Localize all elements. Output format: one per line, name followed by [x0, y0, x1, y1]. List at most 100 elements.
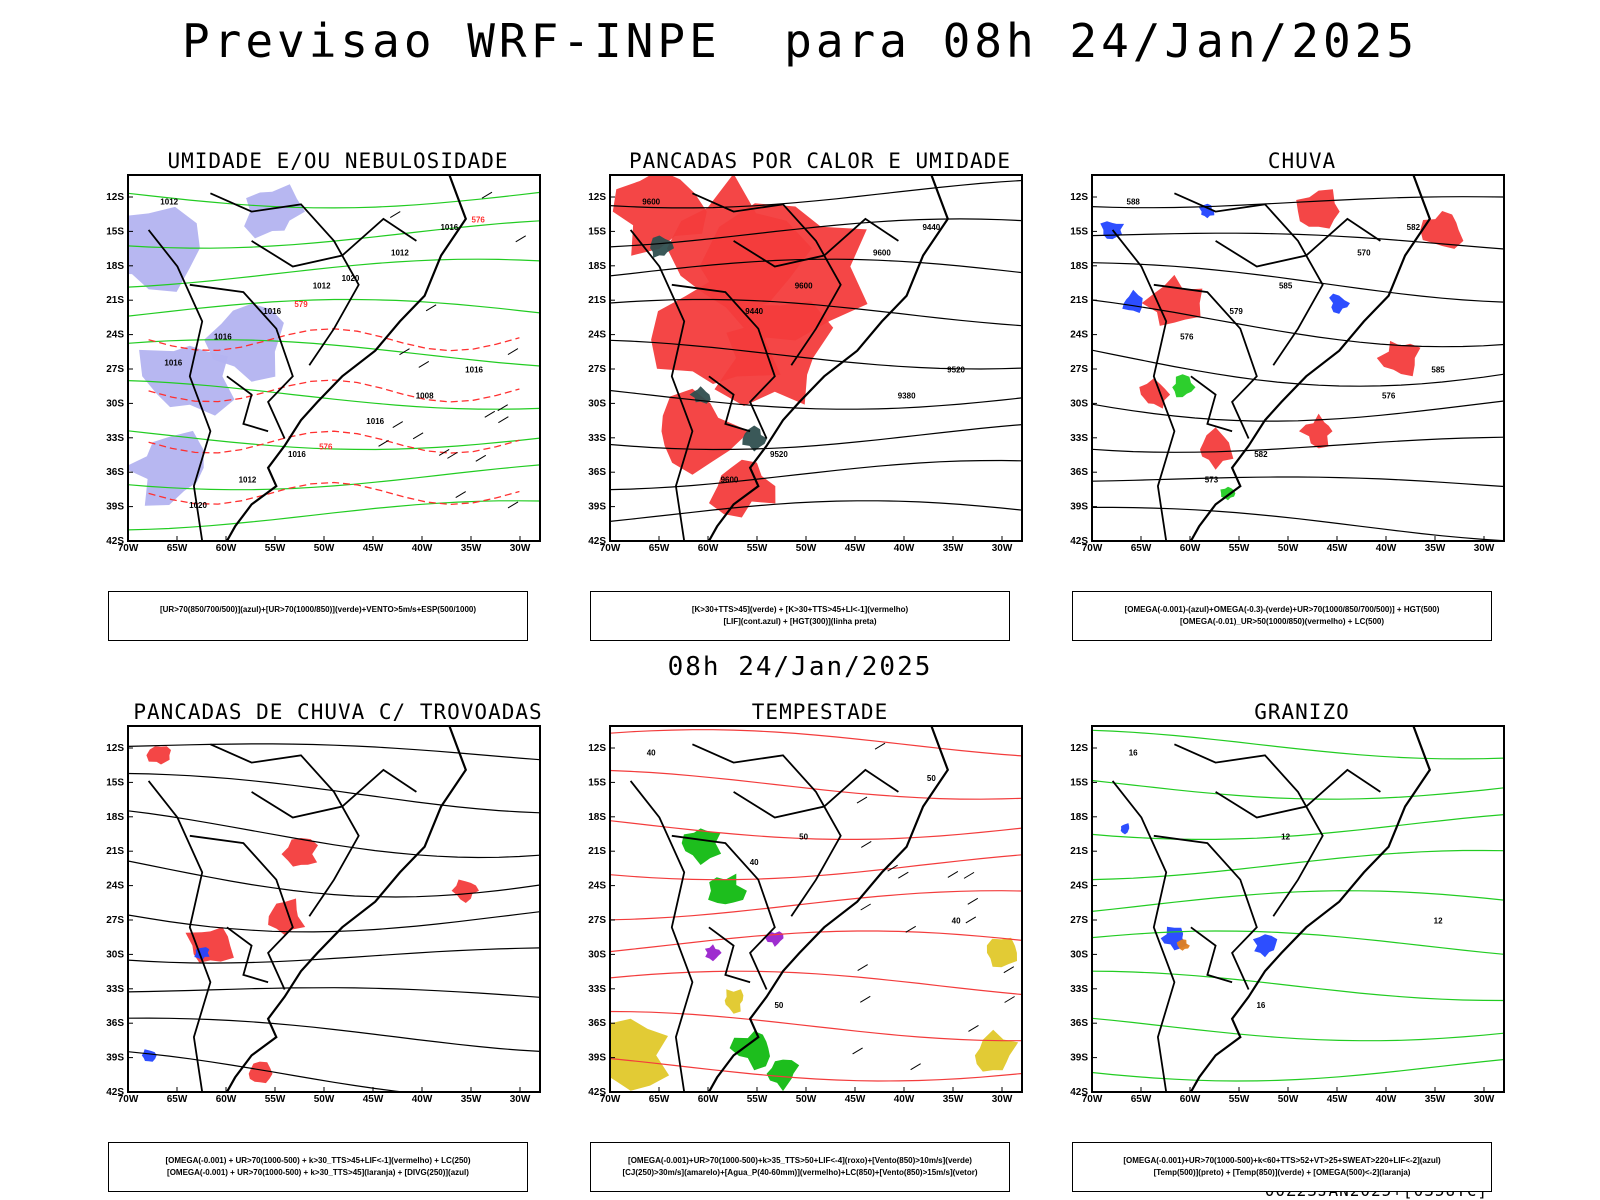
contour-line	[1092, 400, 1504, 422]
lat-label: 36S	[1070, 1018, 1088, 1029]
map-frame	[127, 174, 541, 542]
border-line	[1215, 768, 1381, 819]
lat-label: 24S	[588, 330, 606, 341]
lat-label: 12S	[106, 192, 124, 203]
lat-label: 18S	[588, 812, 606, 823]
border-line	[692, 743, 842, 917]
lat-label: 36S	[1070, 467, 1088, 478]
coastline	[707, 726, 950, 1092]
lat-label: 12S	[1070, 192, 1088, 203]
contour-label: 9600	[795, 281, 813, 290]
lon-label: 50W	[1278, 543, 1299, 554]
wind-arrow	[967, 897, 979, 905]
lat-label: 15S	[106, 226, 124, 237]
lat-label: 42S	[588, 1087, 606, 1098]
shaded-area	[742, 425, 768, 452]
border-line	[1174, 743, 1324, 917]
contour-label: 573	[1205, 475, 1219, 484]
legend-line-1: [K>30+TTS>45](verde) + [K>30+TTS>45+LI<-…	[691, 605, 909, 614]
lat-label: 42S	[1070, 1087, 1088, 1098]
lat-label: 33S	[106, 433, 124, 444]
contour-line	[610, 218, 1022, 248]
contour-label: 1020	[342, 274, 360, 283]
shaded-area	[708, 873, 747, 905]
lon-label: 35W	[461, 543, 482, 554]
lon-label: 30W	[510, 543, 531, 554]
border-line	[226, 926, 269, 984]
lat-label: 39S	[106, 1053, 124, 1064]
panel-title: UMIDADE E/OU NEBULOSIDADE	[167, 149, 509, 173]
lat-label: 33S	[588, 433, 606, 444]
lon-label: 70W	[600, 543, 621, 554]
contour-label: 12	[1434, 917, 1443, 926]
contour-line	[610, 729, 1022, 757]
border-line	[1190, 926, 1233, 984]
lon-label: 45W	[845, 1094, 866, 1105]
wind-arrow	[389, 211, 401, 219]
contour-line	[610, 424, 1022, 451]
lat-label: 27S	[106, 364, 124, 375]
lat-label: 39S	[1070, 1053, 1088, 1064]
shaded-area	[1198, 203, 1215, 219]
border-line	[733, 217, 899, 268]
contour-label: 588	[1127, 197, 1141, 206]
lon-label: 50W	[1278, 1094, 1299, 1105]
shaded-area	[650, 235, 674, 258]
border-line	[1174, 192, 1324, 366]
border-line	[692, 192, 842, 366]
lat-label: 18S	[1070, 812, 1088, 823]
wind-arrow	[947, 870, 959, 878]
wind-arrow	[852, 1047, 863, 1055]
panel-title: CHUVA	[1267, 149, 1337, 173]
map-content: 9600 9600 9520 9520 9440 9440 9380 9600 9600	[610, 175, 1022, 541]
legend-line-1: [OMEGA(-0.001)-(azul)+OMEGA(-0.3)-(verde…	[1124, 605, 1440, 614]
lat-label: 36S	[106, 467, 124, 478]
wind-arrow	[425, 304, 437, 312]
wind-arrow	[857, 964, 868, 971]
contour-line	[128, 947, 540, 964]
lon-label: 65W	[1131, 543, 1152, 554]
map-frame	[609, 174, 1023, 542]
lat-label: 42S	[106, 536, 124, 547]
wind-arrow	[438, 448, 450, 456]
wind-arrow	[1004, 996, 1015, 1003]
contour-line	[610, 970, 1022, 996]
lat-label: 12S	[1070, 743, 1088, 754]
lat-label: 24S	[588, 881, 606, 892]
shaded-area	[204, 303, 284, 382]
contour-line	[1092, 729, 1504, 760]
contour-line	[610, 820, 1022, 840]
contour-line	[610, 1057, 1022, 1082]
shaded-area	[141, 1049, 157, 1062]
wind-arrow	[418, 361, 430, 368]
panel-pancadas-calor: PANCADAS POR CALOR E UMIDADE 9600 9600 952…	[570, 149, 1070, 649]
lat-label: 27S	[588, 915, 606, 926]
contour-label: 9600	[721, 475, 739, 484]
map-frame	[1091, 725, 1505, 1093]
lat-label: 27S	[588, 364, 606, 375]
shaded-area	[1139, 378, 1171, 409]
lon-label: 30W	[992, 543, 1013, 554]
lat-label: 15S	[1070, 226, 1088, 237]
lon-label: 50W	[314, 1094, 335, 1105]
shaded-area	[612, 175, 707, 256]
lat-label: 42S	[106, 1087, 124, 1098]
contour-label: 579	[1230, 307, 1244, 316]
border-line	[1111, 229, 1176, 541]
wind-arrow	[860, 995, 871, 1003]
contour-line	[1092, 262, 1504, 303]
shaded-area	[681, 828, 722, 865]
lat-label: 12S	[588, 192, 606, 203]
shaded-area	[1141, 274, 1203, 326]
shaded-area	[146, 746, 171, 765]
panel-title: PANCADAS POR CALOR E UMIDADE	[628, 149, 1011, 173]
lat-label: 36S	[106, 1018, 124, 1029]
lon-label: 65W	[167, 1094, 188, 1105]
contour-line	[1092, 232, 1504, 250]
lon-label: 55W	[265, 543, 286, 554]
wind-arrow	[498, 416, 509, 424]
map-content: 588 585 585 582 582 579 576 573 570 576	[1092, 175, 1504, 541]
legend-line-1: [OMEGA(-0.001)+UR>70(1000-500)+k<60+TTS>…	[1123, 1156, 1441, 1165]
contour-line	[1092, 1017, 1504, 1042]
